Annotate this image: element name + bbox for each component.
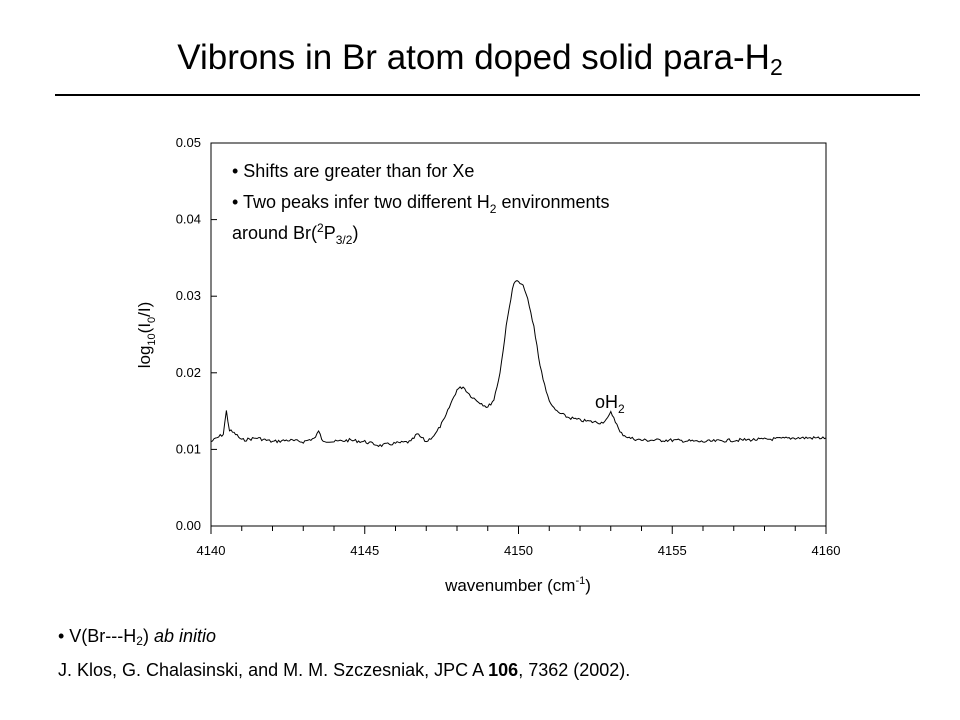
y-tick-label: 0.02 <box>176 365 201 380</box>
y-tick-label: 0.05 <box>176 135 201 150</box>
reference-block: • V(Br---H2) ab initio J. Klos, G. Chala… <box>58 622 630 685</box>
annotation-bullet-3-text: around Br( <box>232 223 317 243</box>
ab-initio-prefix: • V(Br---H <box>58 626 137 646</box>
y-axis: 0.00 0.01 0.02 0.03 0.04 0.05 <box>176 135 217 533</box>
ab-initio-mid: ) <box>142 626 154 646</box>
annotation-bullet-3-end: ) <box>352 223 358 243</box>
y-axis-label-log: log <box>135 346 154 369</box>
x-tick-label: 4140 <box>197 543 226 558</box>
y-tick-label: 0.01 <box>176 441 201 456</box>
peak-label-text: oH <box>595 392 618 412</box>
y-tick-label: 0.04 <box>176 212 201 227</box>
peak-label-oh2: oH2 <box>595 392 625 416</box>
x-tick-label: 4145 <box>350 543 379 558</box>
annotation-bullet-3: around Br(2P3/2) <box>232 221 358 247</box>
annotation-bullet-3-subscript: 3/2 <box>336 233 353 247</box>
annotation-bullet-3-superscript: 2 <box>317 221 324 235</box>
title-divider <box>55 94 920 96</box>
annotation-bullet-2: • Two peaks infer two different H2 envir… <box>232 192 610 216</box>
x-axis-label-text: wavenumber (cm <box>444 576 575 595</box>
slide-title: Vibrons in Br atom doped solid para-H2 <box>0 38 960 81</box>
y-axis-label-mid: (I <box>135 323 154 333</box>
ab-initio-bullet: • V(Br---H2) ab initio <box>58 622 630 656</box>
x-tick-label: 4150 <box>504 543 533 558</box>
x-axis-label: wavenumber (cm-1) <box>444 575 591 595</box>
y-axis-label-sub-10: 10 <box>146 333 158 345</box>
y-tick-label: 0.03 <box>176 288 201 303</box>
citation-volume: 106 <box>488 660 519 680</box>
x-tick-label: 4160 <box>812 543 841 558</box>
y-tick-label: 0.00 <box>176 518 201 533</box>
citation-authors: J. Klos, G. Chalasinski, and M. M. Szcze… <box>58 660 489 680</box>
slide-title-subscript: 2 <box>769 54 783 80</box>
x-tick-label: 4155 <box>658 543 687 558</box>
slide-title-main: Vibrons in Br atom doped solid para-H <box>177 38 770 77</box>
y-axis-label: log10(I0/I) <box>135 302 158 369</box>
y-axis-label-sub-0: 0 <box>146 317 158 323</box>
citation-pages-year: , 7362 (2002). <box>518 660 631 680</box>
annotation-bullet-2-subscript: 2 <box>490 202 497 216</box>
ab-initio-italic: ab initio <box>153 626 217 646</box>
y-axis-label-end: /I) <box>135 302 154 317</box>
x-axis-label-close: ) <box>585 576 591 595</box>
annotation-bullet-1: • Shifts are greater than for Xe <box>232 161 474 181</box>
annotation-bullet-3-p: P <box>324 223 336 243</box>
annotation-bullet-2-end: environments <box>496 192 609 212</box>
absorbance-series-line <box>210 280 827 448</box>
annotation-bullet-2-text: • Two peaks infer two different H <box>232 192 490 212</box>
citation-line: J. Klos, G. Chalasinski, and M. M. Szcze… <box>58 656 630 685</box>
x-axis-label-superscript: -1 <box>575 575 585 587</box>
ab-initio-subscript: 2 <box>136 634 143 648</box>
peak-label-subscript: 2 <box>618 402 625 416</box>
x-axis: 4140 4145 4150 4155 4160 <box>197 526 841 558</box>
